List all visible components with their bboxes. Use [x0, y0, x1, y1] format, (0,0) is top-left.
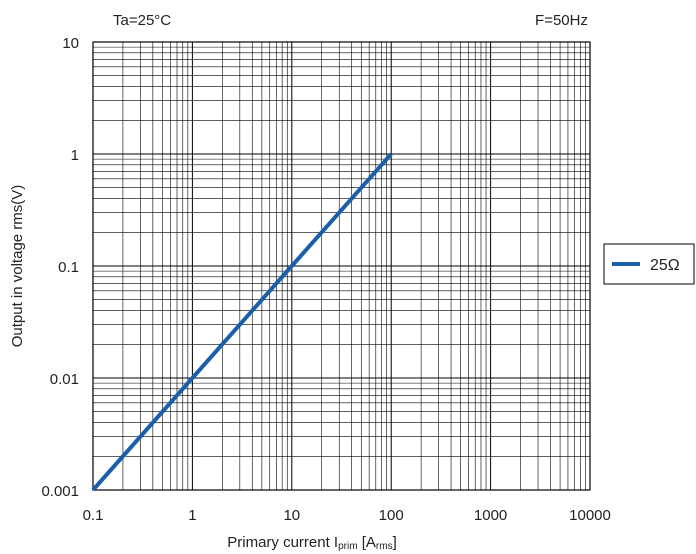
legend-label-25ohm: 25Ω	[650, 257, 680, 274]
x-tick-label: 10000	[569, 507, 611, 524]
series-line-25ohm	[91, 152, 393, 492]
y-axis-label: Output in voltage rms(V)	[9, 185, 26, 348]
x-axis-label: Primary current Iprim [Arms]	[227, 534, 397, 552]
x-tick-label: 1000	[474, 507, 507, 524]
x-tick-label: 1	[188, 507, 196, 524]
grid	[92, 42, 590, 491]
legend: 25Ω	[603, 243, 695, 285]
x-axis-label-main: Primary current I	[227, 534, 338, 551]
series-layer	[91, 152, 393, 492]
y-tick-labels: 10 1 0.1 0.01 0.001	[41, 35, 79, 500]
x-tick-label: 0.1	[83, 507, 104, 524]
y-tick-label: 0.001	[41, 483, 79, 500]
x-tick-labels: 0.1 1 10 100 1000 10000	[83, 507, 611, 524]
annotation-frequency: F=50Hz	[535, 12, 588, 29]
x-axis-label-bracket-close: ]	[393, 534, 397, 551]
x-tick-label: 10	[283, 507, 300, 524]
y-tick-label: 0.01	[50, 371, 79, 388]
x-axis-label-unit-sub: rms	[376, 541, 393, 552]
y-tick-label: 10	[62, 35, 79, 52]
x-tick-label: 100	[379, 507, 404, 524]
y-tick-label: 1	[71, 147, 79, 164]
annotation-temperature: Ta=25°C	[113, 12, 171, 29]
y-tick-label: 0.1	[58, 259, 79, 276]
plot-frame	[92, 41, 591, 491]
x-axis-label-sub: prim	[338, 541, 357, 552]
x-axis-label-bracket-open: [A	[358, 534, 376, 551]
